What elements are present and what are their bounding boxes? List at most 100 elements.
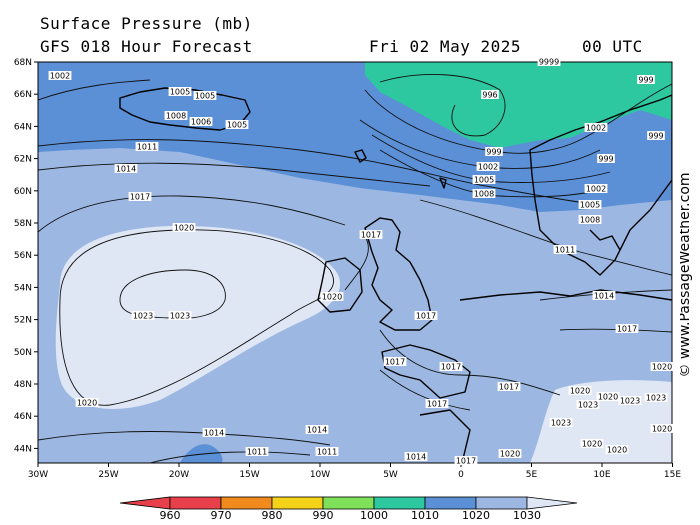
- isobar-label-bg: [404, 452, 428, 461]
- isobar-label: 9999: [539, 58, 559, 67]
- lon-label: 20W: [169, 470, 189, 480]
- map-frame: [37, 61, 673, 464]
- isobar-label-bg: [647, 131, 665, 140]
- isobar-label: 1008: [474, 190, 494, 199]
- isobar-label-bg: [359, 230, 383, 239]
- isobar-label-bg: [549, 418, 573, 427]
- isobar-label: 1011: [317, 448, 337, 457]
- isobar-label: 1017: [361, 231, 381, 240]
- isobar-label-bg: [320, 292, 344, 301]
- isobar-label-bg: [172, 223, 196, 232]
- isobar-label-bg: [584, 123, 608, 132]
- isobar-label: 1014: [594, 292, 614, 301]
- isobar-label: 1014: [204, 429, 224, 438]
- isobar-label: 1020: [174, 224, 194, 233]
- lat-label: 62N: [14, 155, 32, 165]
- isobar-label-bg: [168, 87, 192, 96]
- lat-label: 54N: [14, 283, 32, 293]
- colorbar-tick-label: 970: [211, 509, 232, 522]
- isobar-label: 999: [486, 148, 501, 157]
- lat-label: 58N: [14, 219, 32, 229]
- isobar-label-bg: [245, 447, 269, 456]
- isobar-label: 1020: [652, 425, 672, 434]
- isobar-label-bg: [114, 164, 138, 173]
- colorbar-segment: [271, 496, 324, 510]
- pressure-colorbar: 960 970 980 990 1000 1010 1020 1030: [119, 496, 578, 522]
- isobar-label-bg: [578, 215, 602, 224]
- lon-label: 10E: [593, 470, 610, 480]
- isobar-label: 1017: [385, 358, 405, 367]
- colorbar-tick-label: 960: [160, 509, 181, 522]
- isobar-label: 1008: [580, 216, 600, 225]
- lat-label: 46N: [14, 412, 32, 422]
- isobar-label-bg: [135, 142, 159, 151]
- colorbar-segment: [169, 496, 222, 510]
- isobar-label-bg: [650, 362, 674, 371]
- colorbar-tick-label: 1000: [360, 509, 388, 522]
- lon-label: 0: [458, 470, 464, 480]
- lon-label: 10W: [310, 470, 330, 480]
- isobar-label: 1002: [50, 72, 70, 81]
- isobar-label-bg: [597, 154, 615, 163]
- lon-label: 30W: [28, 470, 48, 480]
- colorbar-max-arrow: [526, 496, 578, 510]
- isobar-label-bg: [425, 399, 449, 408]
- isobar-label: 1023: [170, 312, 190, 321]
- colorbar-tick-label: 1020: [462, 509, 490, 522]
- colorbar-segment: [475, 496, 528, 510]
- isobar-label-bg: [414, 311, 438, 320]
- isobar-label-bg: [225, 120, 249, 129]
- isobar-label: 1017: [130, 193, 150, 202]
- isobar-label: 999: [598, 155, 613, 164]
- isobar-label: 999: [638, 76, 653, 85]
- colorbar-segment: [322, 496, 375, 510]
- isobar-label-bg: [576, 400, 600, 409]
- isobar-label-bg: [128, 192, 152, 201]
- lat-label: 48N: [14, 380, 32, 390]
- watermark: © www.PassageWeather.com: [680, 172, 693, 377]
- isobar-label: 1017: [499, 383, 519, 392]
- lat-label: 44N: [14, 444, 32, 454]
- isobar-label: 1020: [500, 450, 520, 459]
- isobar-label: 1014: [116, 165, 136, 174]
- isobar-label: 999: [648, 132, 663, 141]
- isobar-label-bg: [578, 200, 602, 209]
- isobar-label: 1014: [307, 426, 327, 435]
- colorbar-segment: [220, 496, 273, 510]
- isobar-label: 1023: [578, 401, 598, 410]
- isobar-label: 1023: [646, 394, 666, 403]
- coastlines: [119, 87, 672, 463]
- isobar-label: 1020: [652, 363, 672, 372]
- isobar-label-bg: [485, 147, 503, 156]
- lat-label: 50N: [14, 348, 32, 358]
- isobar-label-bg: [472, 189, 496, 198]
- lon-label: 25W: [98, 470, 118, 480]
- isobar-label: 1006: [191, 118, 211, 127]
- isobar-label: 1017: [427, 400, 447, 409]
- isobar-label-bg: [596, 392, 620, 401]
- isobar-label-bg: [75, 398, 99, 407]
- lat-label: 52N: [14, 316, 32, 326]
- isobar-label-bg: [537, 57, 561, 66]
- forecast-date: Fri 02 May 2025: [369, 37, 521, 56]
- isobar-label: 1023: [620, 397, 640, 406]
- isobar-label: 1002: [586, 185, 606, 194]
- isobar-label-bg: [568, 386, 592, 395]
- isobar-label: 1023: [133, 312, 153, 321]
- isobar-label: 1005: [227, 121, 247, 130]
- isobar-label-bg: [650, 424, 674, 433]
- isobar-label-bg: [131, 311, 155, 320]
- isobar-label: 1017: [456, 457, 476, 466]
- lon-label: 5W: [383, 470, 398, 480]
- colorbar-tick-label: 990: [313, 509, 334, 522]
- colorbar-tick-label: 1030: [513, 509, 541, 522]
- isobar-label-bg: [454, 456, 478, 465]
- lat-label: 56N: [14, 251, 32, 261]
- lat-label: 64N: [14, 122, 32, 132]
- isobar-label-bg: [644, 393, 668, 402]
- isobar-label: 1020: [598, 393, 618, 402]
- isobar-label: 1005: [195, 92, 215, 101]
- isobar-label: 1017: [617, 325, 637, 334]
- latitude-labels: 68N 66N 64N 62N 60N 58N 56N 54N 52N 50N 48N 46N 44N: [14, 58, 38, 454]
- longitude-labels: 30W 25W 20W 15W 10W 5W 0 5E 10E 15E: [28, 463, 681, 480]
